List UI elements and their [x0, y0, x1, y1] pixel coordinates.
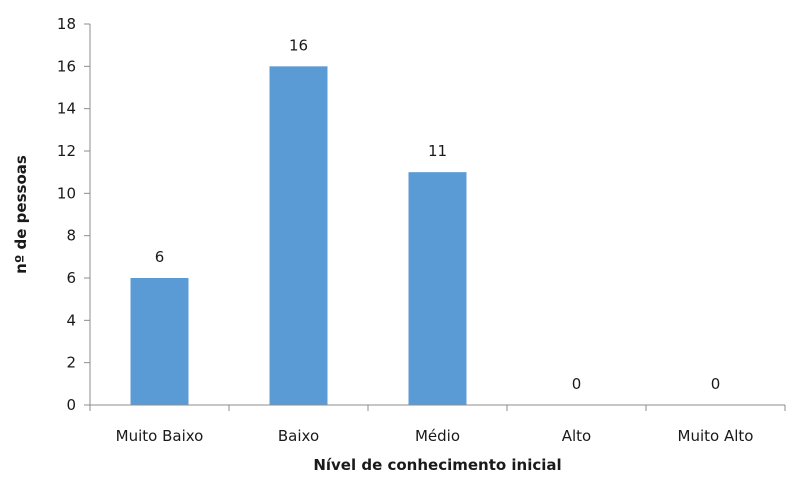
data-label: 16	[289, 36, 308, 54]
y-tick-label: 12	[57, 142, 76, 160]
y-tick-label: 14	[57, 100, 76, 118]
x-axis-tick-labels: Muito Baixo Baixo Médio Alto Muito Alto	[116, 427, 754, 445]
y-tick-label: 18	[57, 15, 76, 33]
x-tick-label: Médio	[415, 427, 460, 445]
data-labels: 6 16 11 0 0	[155, 36, 721, 393]
y-tick-label: 0	[66, 396, 76, 414]
bar	[130, 278, 189, 405]
y-tick-label: 2	[66, 354, 76, 372]
data-label: 6	[155, 248, 165, 266]
y-axis-tick-labels: 0 2 4 6 8 10 12 14 16 18	[57, 15, 76, 414]
x-tick-label: Baixo	[278, 427, 319, 445]
y-axis-title: nº de pessoas	[12, 155, 30, 274]
y-tick-label: 10	[57, 184, 76, 202]
x-axis-title: Nível de conhecimento inicial	[313, 456, 561, 474]
data-label: 0	[572, 375, 582, 393]
bars	[130, 66, 467, 405]
y-tick-label: 6	[66, 269, 76, 287]
x-tick-label: Alto	[562, 427, 592, 445]
x-axis-ticks	[89, 405, 786, 411]
y-axis-ticks	[84, 23, 90, 406]
x-tick-label: Muito Alto	[678, 427, 754, 445]
y-tick-label: 4	[66, 311, 76, 329]
data-label: 11	[428, 142, 447, 160]
bar	[408, 172, 467, 405]
bar	[269, 66, 328, 405]
y-tick-label: 8	[66, 227, 76, 245]
data-label: 0	[711, 375, 721, 393]
x-tick-label: Muito Baixo	[116, 427, 204, 445]
y-tick-label: 16	[57, 57, 76, 75]
